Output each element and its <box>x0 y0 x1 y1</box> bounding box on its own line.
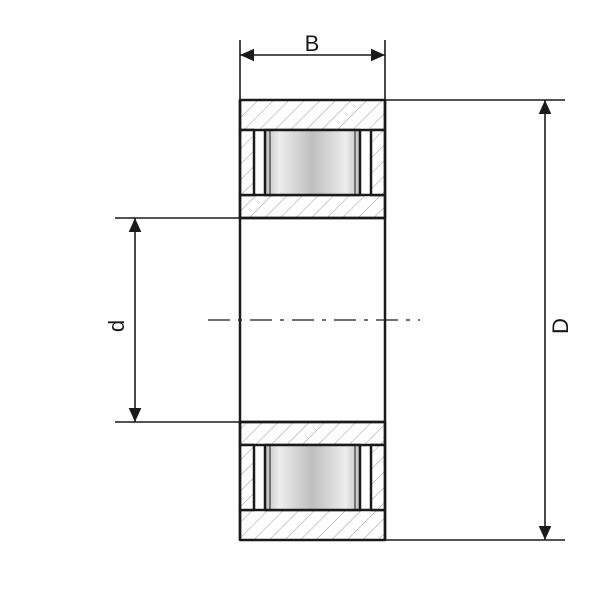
inner-ring-bottom <box>240 422 385 445</box>
roller-top <box>265 130 360 195</box>
dimension-D-label: D <box>548 318 573 334</box>
lip-top-left <box>240 130 254 195</box>
roller-bottom <box>265 445 360 510</box>
inner-ring-top <box>240 195 385 218</box>
lip-bottom-right <box>371 445 385 510</box>
lip-bottom-left <box>240 445 254 510</box>
dimension-D <box>385 100 565 540</box>
dimension-d-label: d <box>104 320 129 332</box>
outer-ring-top <box>240 100 385 130</box>
outer-ring-bottom <box>240 510 385 540</box>
lip-top-right <box>371 130 385 195</box>
dimension-b-label: B <box>305 31 320 56</box>
